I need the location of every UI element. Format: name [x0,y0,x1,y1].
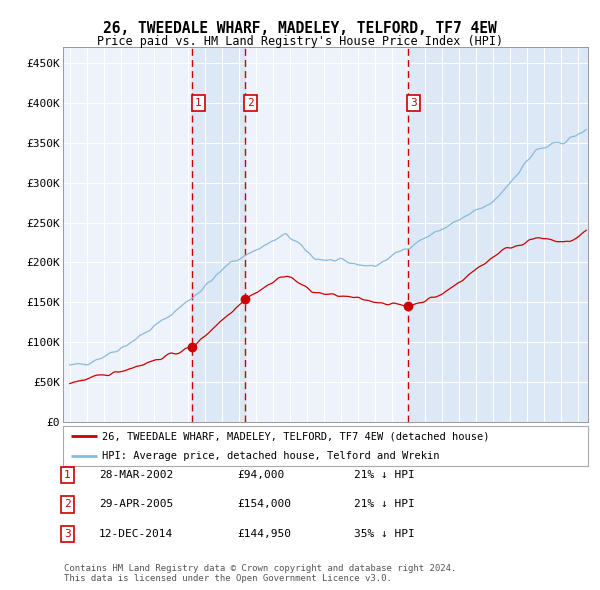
Text: 29-APR-2005: 29-APR-2005 [99,500,173,509]
Text: 26, TWEEDALE WHARF, MADELEY, TELFORD, TF7 4EW (detached house): 26, TWEEDALE WHARF, MADELEY, TELFORD, TF… [103,431,490,441]
Text: Contains HM Land Registry data © Crown copyright and database right 2024.
This d: Contains HM Land Registry data © Crown c… [64,563,457,583]
Text: HPI: Average price, detached house, Telford and Wrekin: HPI: Average price, detached house, Telf… [103,451,440,461]
Text: 35% ↓ HPI: 35% ↓ HPI [354,529,415,539]
Text: 28-MAR-2002: 28-MAR-2002 [99,470,173,480]
Text: 1: 1 [195,98,202,108]
Text: 2: 2 [64,500,71,509]
Text: £154,000: £154,000 [237,500,291,509]
Bar [407,47,588,422]
Bar [193,47,245,422]
Text: 2: 2 [247,98,254,108]
Text: Price paid vs. HM Land Registry's House Price Index (HPI): Price paid vs. HM Land Registry's House … [97,35,503,48]
Text: 12-DEC-2014: 12-DEC-2014 [99,529,173,539]
Text: £94,000: £94,000 [237,470,284,480]
Text: 1: 1 [64,470,71,480]
Text: 21% ↓ HPI: 21% ↓ HPI [354,500,415,509]
Text: 26, TWEEDALE WHARF, MADELEY, TELFORD, TF7 4EW: 26, TWEEDALE WHARF, MADELEY, TELFORD, TF… [103,21,497,35]
Text: 3: 3 [64,529,71,539]
Text: £144,950: £144,950 [237,529,291,539]
Text: 21% ↓ HPI: 21% ↓ HPI [354,470,415,480]
Text: 3: 3 [410,98,417,108]
